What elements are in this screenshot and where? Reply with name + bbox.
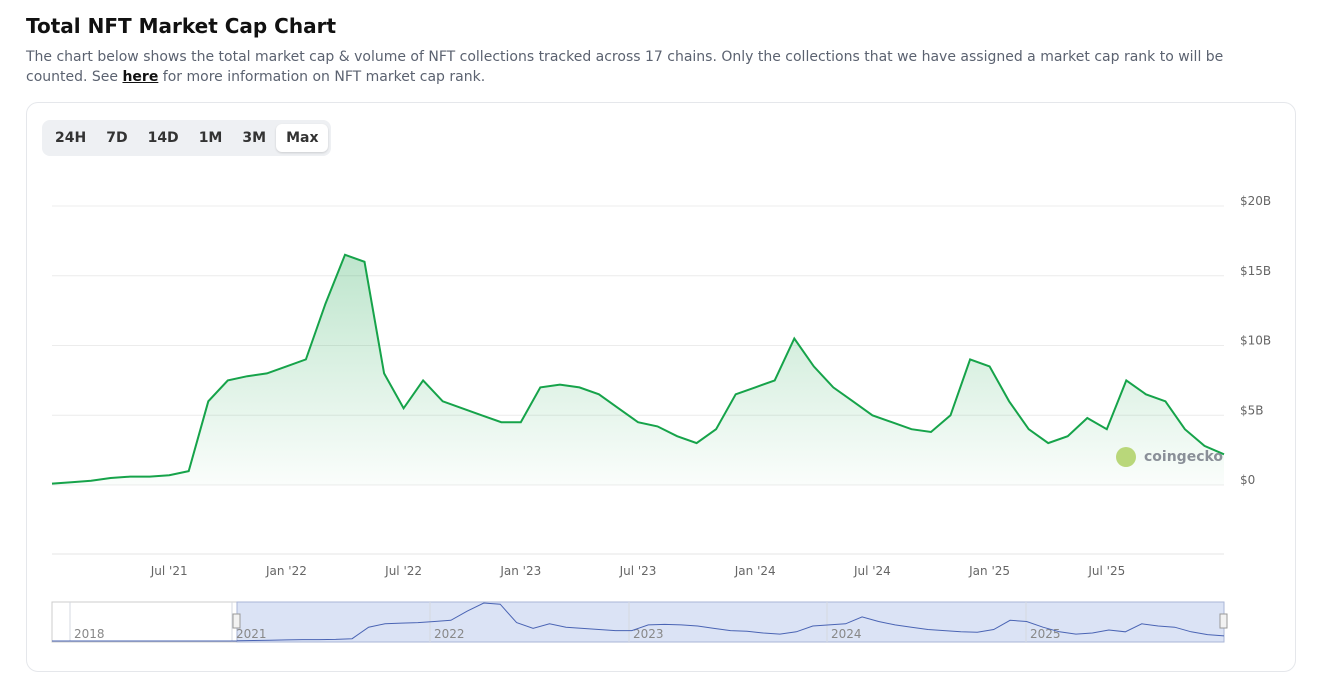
y-tick-label: $0: [1240, 473, 1255, 487]
x-tick-label: Jul '21: [150, 564, 188, 578]
y-tick-label: $10B: [1240, 334, 1271, 348]
navigator-label: 2025: [1030, 627, 1061, 641]
x-tick-label: Jan '23: [499, 564, 541, 578]
range-button[interactable]: 3M: [242, 130, 267, 146]
navigator-label: 2023: [633, 627, 664, 641]
chart-card: [26, 102, 1296, 672]
range-button[interactable]: Max: [276, 124, 329, 152]
range-button[interactable]: 1M: [198, 130, 223, 146]
y-tick-label: $20B: [1240, 194, 1271, 208]
x-tick-label: Jul '23: [619, 564, 657, 578]
navigator-selection: [236, 601, 1225, 643]
logo: [1116, 447, 1136, 467]
navigator-handle[interactable]: [232, 613, 241, 629]
description-text: for more information on NFT market cap r…: [158, 69, 486, 85]
navigator-label: 2022: [434, 627, 465, 641]
line: [51, 253, 1225, 485]
range-selector: 24H 7D 14D 1M 3M Max: [42, 120, 332, 156]
x-tick-label: Jan '22: [265, 564, 307, 578]
watermark: coingecko: [1144, 449, 1223, 465]
navigator-line: [236, 602, 1225, 642]
title: Total NFT Market Cap Chart: [26, 14, 337, 38]
link[interactable]: here: [122, 69, 159, 85]
x-tick-label: Jul '25: [1087, 564, 1125, 578]
range-button[interactable]: 24H: [55, 130, 87, 146]
x-tick-label: Jul '24: [853, 564, 891, 578]
description-text: The chart below shows the total market c…: [26, 49, 1224, 85]
range-button[interactable]: 14D: [147, 130, 179, 146]
navigator-label: 2024: [831, 627, 862, 641]
navigator-label: 2018: [74, 627, 105, 641]
y-tick-label: $15B: [1240, 264, 1271, 278]
x-tick-label: Jul '22: [384, 564, 422, 578]
x-tick-label: Jan '25: [968, 564, 1010, 578]
navigator-handle[interactable]: [1219, 613, 1228, 629]
area: [52, 254, 1224, 485]
range-button[interactable]: 7D: [106, 130, 128, 146]
y-tick-label: $5B: [1240, 403, 1264, 417]
x-tick-label: Jan '24: [734, 564, 776, 578]
navigator-label: 2021: [236, 627, 267, 641]
description: The chart below shows the total market c…: [26, 47, 1288, 87]
